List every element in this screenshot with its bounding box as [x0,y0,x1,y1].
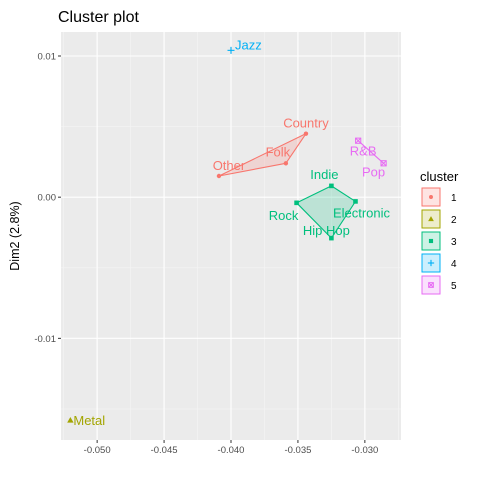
y-tick-label: -0.01 [34,334,56,345]
grid-minor [61,32,401,440]
point-label-indie: Indie [310,167,338,182]
x-axis-ticks: -0.050 -0.045 -0.040 -0.035 -0.030 [84,440,378,456]
legend-label-5: 5 [451,281,457,292]
grid-major [61,32,401,440]
cluster-hull-1 [218,133,307,177]
y-axis-ticks: -0.01 0.00 0.01 [34,52,61,345]
point-jazz [227,46,235,54]
x-tick-label: -0.030 [351,445,378,456]
point-rock [294,200,299,206]
point-electronic [353,199,358,204]
x-tick-label: -0.040 [218,445,245,456]
point-r-b-d2 [355,137,362,144]
x-tick-label: -0.050 [84,445,111,456]
legend-marker-5 [428,282,434,288]
point-other [216,173,222,179]
point-label-rock: Rock [269,208,299,223]
legend-marker-4 [427,259,435,267]
point-label-folk: Folk [266,144,291,159]
point-r-b [355,137,362,144]
legend-marker-5-d2 [428,282,434,288]
point-indie [329,183,334,189]
point-label-other: Other [213,158,246,173]
legend-label-4: 4 [451,259,457,270]
legend-title: cluster [420,169,459,184]
x-tick-label: -0.045 [151,445,178,456]
point-metal [67,417,74,423]
y-tick-label: 0.00 [38,193,57,204]
point-label-pop: Pop [362,164,385,179]
point-label-jazz: Jazz [235,37,262,52]
point-pop-box [380,160,387,167]
point-pop-d2 [380,160,387,167]
x-tick-label: -0.035 [284,445,311,456]
point-label-country: Country [283,116,329,131]
legend-marker-1 [429,195,433,199]
point-labels: Country Folk Other Metal Indie Rock Electronic… [73,37,390,428]
y-axis-title: Dim2 (2.8%) [8,201,22,270]
point-label-hip-hop: Hip Hop [303,223,350,238]
point-label-metal: Metal [73,413,105,428]
legend-label-2: 2 [451,215,457,226]
point-pop [380,160,387,167]
y-tick-label: 0.01 [38,52,57,63]
data-points [67,46,387,423]
point-folk [283,161,289,166]
chart-title: Cluster plot [58,9,139,26]
legend-marker-3 [428,238,434,244]
legend-marker-5-box [428,282,434,288]
point-r-b-box [355,137,362,144]
legend-label-3: 3 [451,237,457,248]
point-hip-hop [329,235,334,241]
point-label-electronic: Electronic [333,205,391,220]
point-label-r-b: R&B [350,144,377,159]
legend-marker-2 [428,216,434,222]
legend: cluster 1 2 3 4 5 [420,169,459,295]
point-country [303,131,309,136]
legend-label-1: 1 [451,193,457,204]
